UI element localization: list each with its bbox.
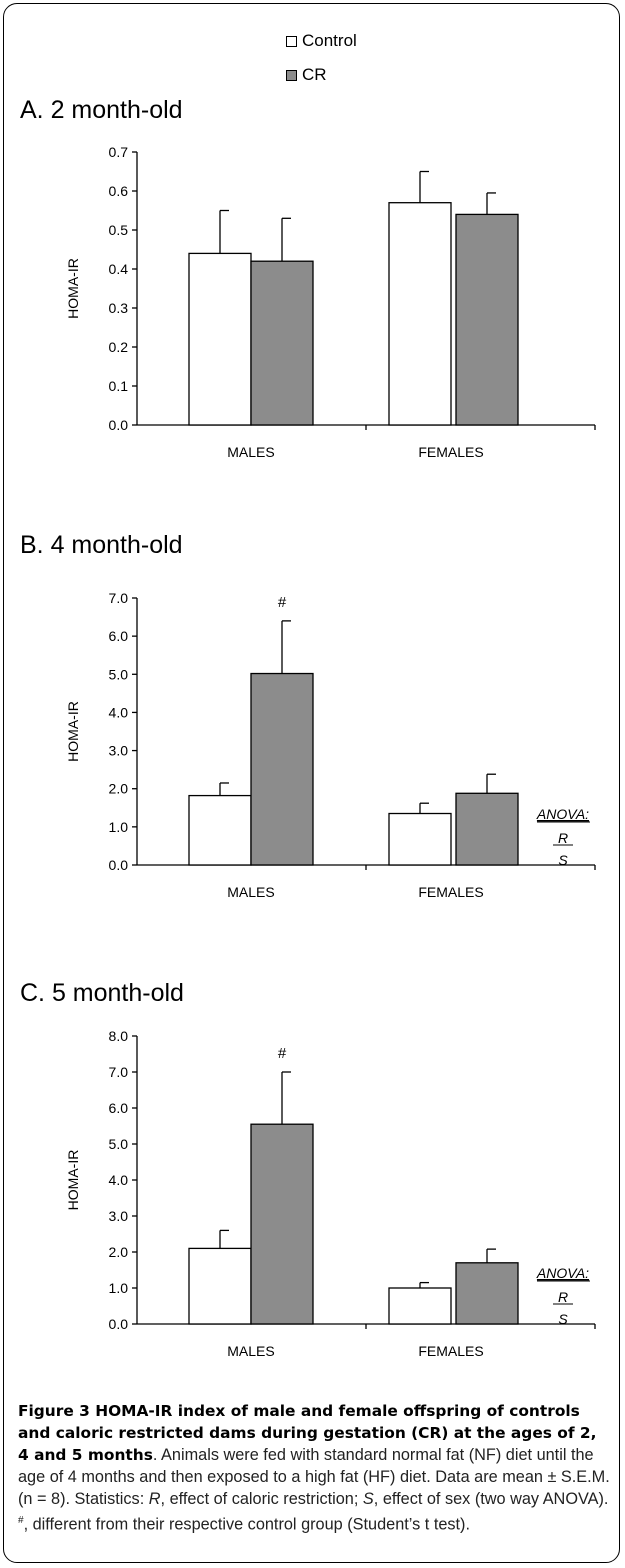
y-tick-label: 5.0	[109, 666, 129, 682]
anova-label: ANOVA:	[536, 1265, 589, 1281]
x-category-label: MALES	[227, 1343, 274, 1359]
panel-c-chart: HOMA-IR 0.0 1.0 2.0 3.0 4.0 5.0 6.0 7.0 8.0 # MALES…	[65, 1028, 596, 1359]
caption-r: R	[148, 1490, 161, 1508]
y-tick-label: 0.4	[109, 261, 129, 277]
x-category-label: MALES	[227, 884, 274, 900]
caption-hash: #	[18, 1515, 24, 1526]
bar-control-females	[388, 812, 452, 866]
y-tick-label: 4.0	[109, 704, 129, 720]
y-tick-label: 6.0	[109, 1100, 129, 1116]
caption-text-2: , effect of caloric restriction;	[160, 1490, 363, 1508]
legend-swatch-cr	[286, 69, 297, 81]
figure-frame	[3, 3, 620, 1563]
legend-swatch-control	[286, 35, 297, 47]
bar-cr-females	[455, 1262, 519, 1325]
bar-control-males	[188, 794, 252, 866]
y-tick-label: 0.7	[109, 144, 129, 160]
caption-s: S	[362, 1490, 374, 1508]
y-tick-label: 3.0	[109, 1208, 129, 1224]
y-tick-label: 0.1	[109, 378, 129, 394]
panel-a-chart: HOMA-IR 0.0 0.1 0.2 0.3 0.4 0.5 0.6 0.7 MALES FEMA…	[65, 144, 596, 460]
anova-label: ANOVA:	[536, 806, 589, 822]
anova-term: R	[558, 1289, 568, 1305]
panel-b-chart: HOMA-IR 0.0 1.0 2.0 3.0 4.0 5.0 6.0 7.0 # MALES FEM…	[65, 590, 596, 900]
figure-caption: Figure 3 HOMA-IR index of male and femal…	[18, 1400, 610, 1535]
legend-item-cr: CR	[286, 58, 357, 92]
anova-term: S	[558, 1311, 568, 1327]
x-category-label: MALES	[227, 444, 274, 460]
significance-marker: #	[278, 594, 287, 611]
y-tick-label: 0.0	[109, 857, 129, 873]
y-tick-label: 4.0	[109, 1172, 129, 1188]
caption-text-4: , different from their respective contro…	[23, 1515, 471, 1534]
legend-label-control: Control	[302, 31, 357, 50]
y-tick-label: 0.6	[109, 183, 129, 199]
bar-cr-males	[250, 672, 314, 866]
y-tick-label: 2.0	[109, 781, 129, 797]
caption-lead: Figure 3 HOMA-IR index of male and femal…	[18, 1402, 597, 1464]
y-tick-label: 1.0	[109, 819, 129, 835]
legend-item-control: Control	[286, 24, 357, 58]
y-tick-label: 7.0	[109, 1064, 129, 1080]
anova-term: S	[558, 852, 568, 868]
panel-b-title: B. 4 month-old	[20, 531, 183, 559]
y-tick-label: 7.0	[109, 590, 129, 606]
y-axis-label: HOMA-IR	[65, 258, 81, 319]
y-axis-label: HOMA-IR	[65, 1150, 81, 1211]
x-category-label: FEMALES	[418, 444, 483, 460]
bar-control-males	[188, 252, 252, 426]
bar-cr-females	[455, 792, 519, 866]
y-tick-label: 0.3	[109, 300, 129, 316]
bar-cr-females	[455, 213, 519, 426]
legend-label-cr: CR	[302, 65, 327, 84]
bar-cr-males	[250, 1123, 314, 1325]
panel-c-title: C. 5 month-old	[20, 979, 184, 1007]
panel-a-title: A. 2 month-old	[20, 96, 183, 124]
bar-control-females	[388, 202, 452, 426]
bar-cr-males	[250, 260, 314, 426]
x-category-label: FEMALES	[418, 884, 483, 900]
y-tick-label: 0.5	[109, 222, 129, 238]
x-category-label: FEMALES	[418, 1343, 483, 1359]
y-tick-label: 0.0	[109, 417, 129, 433]
caption-text-3: , effect of sex (two way ANOVA).	[373, 1490, 609, 1508]
y-axis-label: HOMA-IR	[65, 701, 81, 762]
y-tick-label: 5.0	[109, 1136, 129, 1152]
y-tick-label: 8.0	[109, 1028, 129, 1044]
y-tick-label: 0.0	[109, 1316, 129, 1332]
y-tick-label: 1.0	[109, 1280, 129, 1296]
anova-term: R	[558, 830, 568, 846]
bar-control-males	[188, 1247, 252, 1325]
legend: Control CR	[286, 24, 357, 92]
y-tick-label: 2.0	[109, 1244, 129, 1260]
significance-marker: #	[278, 1045, 287, 1062]
caption-text-1: . Animals were fed with standard normal …	[18, 1446, 610, 1508]
y-tick-label: 0.2	[109, 339, 129, 355]
y-tick-label: 6.0	[109, 628, 129, 644]
y-tick-label: 3.0	[109, 743, 129, 759]
bar-control-females	[388, 1287, 452, 1325]
